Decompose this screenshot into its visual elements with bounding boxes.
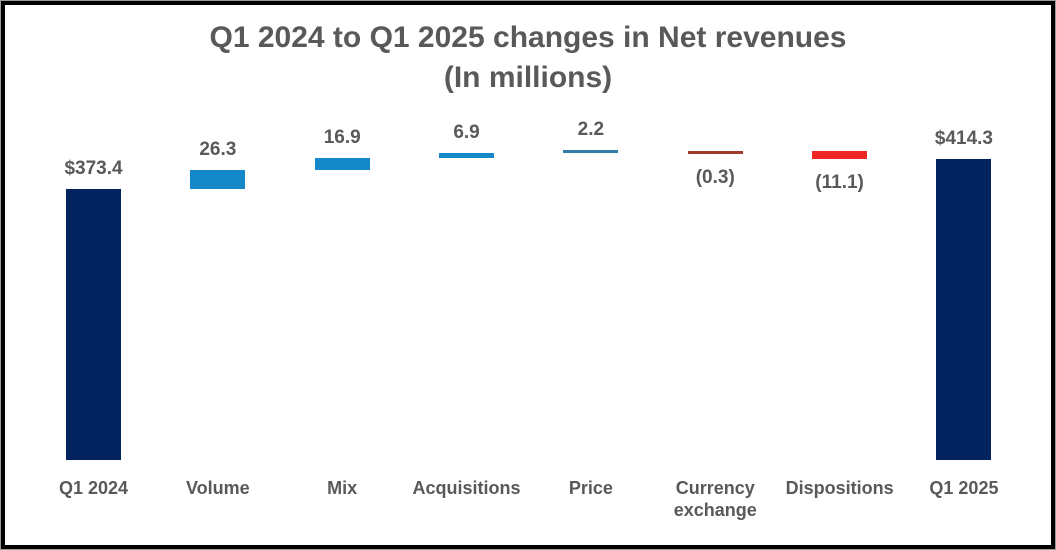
total-bar-q1-2024 — [66, 189, 121, 460]
value-label-currency-exchange: (0.3) — [695, 167, 735, 189]
value-label-price: 2.2 — [577, 118, 605, 140]
category-label-dispositions: Dispositions — [785, 478, 894, 498]
category-label-price: Price — [568, 478, 613, 498]
category-label-q1-2024: Q1 2024 — [58, 478, 129, 498]
chart-title-line2: (In millions) — [443, 61, 613, 94]
value-label-q1-2025: $414.3 — [934, 128, 993, 150]
delta-bar-price — [563, 149, 619, 153]
delta-bar-dispositions — [812, 151, 868, 160]
category-label-mix: Mix — [327, 478, 358, 498]
delta-bar-volume — [190, 169, 246, 189]
category-label-acquisitions: Acquisitions — [412, 478, 521, 498]
delta-bar-currency-exchange — [687, 151, 743, 155]
value-label-q1-2024: $373.4 — [64, 158, 123, 179]
delta-bar-mix — [314, 157, 370, 170]
chart-title: Q1 2024 to Q1 2025 changes in Net revenu… — [0, 18, 1056, 98]
chart-title-line1: Q1 2024 to Q1 2025 changes in Net revenu… — [209, 21, 847, 54]
category-label-volume: Volume — [186, 478, 250, 498]
category-label-currency-exchange: Currency exchange — [673, 478, 757, 520]
delta-bar-acquisitions — [439, 152, 495, 158]
value-label-dispositions: (11.1) — [815, 172, 864, 194]
value-label-volume: 26.3 — [199, 138, 237, 160]
value-label-acquisitions: 6.9 — [453, 121, 480, 143]
category-label-q1-2025: Q1 2025 — [929, 478, 999, 498]
total-bar-q1-2025 — [936, 159, 992, 460]
value-label-mix: 16.9 — [323, 126, 361, 148]
